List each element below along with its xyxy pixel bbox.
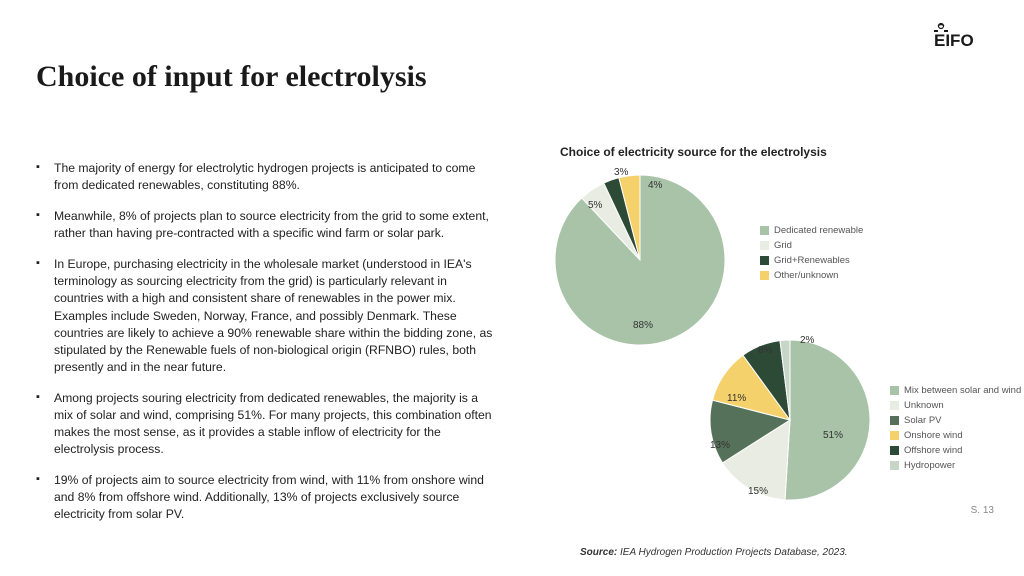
legend-item: Hydropower [890,460,1021,471]
page-number: S. 13 [971,505,994,516]
legend-label: Onshore wind [904,430,963,441]
bullet-item: 19% of projects aim to source electricit… [36,472,496,523]
pie1-slice [582,183,640,260]
legend-swatch [890,401,899,410]
legend-label: Mix between solar and wind [904,385,1021,396]
pie2-slice [713,355,790,420]
legend-swatch [760,271,769,280]
page-title: Choice of input for electrolysis [36,60,427,94]
legend-item: Grid [760,240,863,251]
legend-item: Grid+Renewables [760,255,863,266]
svg-text:EIFO: EIFO [934,31,974,50]
legend-item: Mix between solar and wind [890,385,1021,396]
pie2-slice [710,400,790,463]
legend-item: Offshore wind [890,445,1021,456]
slice-label: 11% [727,393,746,404]
legend-label: Offshore wind [904,445,962,456]
legend-pie2: Mix between solar and wind Unknown Solar P… [890,385,1021,475]
legend-label: Other/unknown [774,270,838,281]
pie1-slice [619,175,640,260]
slice-label: 2% [800,335,814,346]
slice-label: 8% [758,345,772,356]
slice-label: 3% [614,167,628,178]
legend-swatch [890,461,899,470]
legend-swatch [760,256,769,265]
legend-item: Onshore wind [890,430,1021,441]
legend-label: Grid+Renewables [774,255,850,266]
legend-swatch [890,431,899,440]
chart-title: Choice of electricity source for the ele… [560,145,827,159]
legend-label: Dedicated renewable [774,225,863,236]
bullet-item: In Europe, purchasing electricity in the… [36,256,496,376]
bullet-item: Meanwhile, 8% of projects plan to source… [36,208,496,242]
slice-label: 5% [588,200,602,211]
pie2-slice [785,340,870,500]
slice-label: 51% [823,430,843,441]
bullet-item: The majority of energy for electrolytic … [36,160,496,194]
legend-item: Other/unknown [760,270,863,281]
bullet-item: Among projects souring electricity from … [36,390,496,458]
slice-label: 88% [633,320,653,331]
legend-item: Unknown [890,400,1021,411]
slice-label: 4% [648,180,662,191]
legend-label: Unknown [904,400,944,411]
slice-label: 15% [748,486,768,497]
pie1-slice [604,178,640,260]
legend-swatch [890,416,899,425]
legend-swatch [760,226,769,235]
legend-item: Dedicated renewable [760,225,863,236]
legend-swatch [890,446,899,455]
legend-label: Hydropower [904,460,955,471]
legend-swatch [890,386,899,395]
legend-label: Solar PV [904,415,942,426]
slice-label: 13% [710,440,730,451]
legend-item: Solar PV [890,415,1021,426]
legend-pie1: Dedicated renewable Grid Grid+Renewables Ot… [760,225,863,285]
legend-swatch [760,241,769,250]
bullet-list: The majority of energy for electrolytic … [36,160,496,537]
pie2-slice [780,340,790,420]
brand-logo: EIFO [934,20,994,50]
source-citation: Source: IEA Hydrogen Production Projects… [580,547,848,558]
legend-label: Grid [774,240,792,251]
